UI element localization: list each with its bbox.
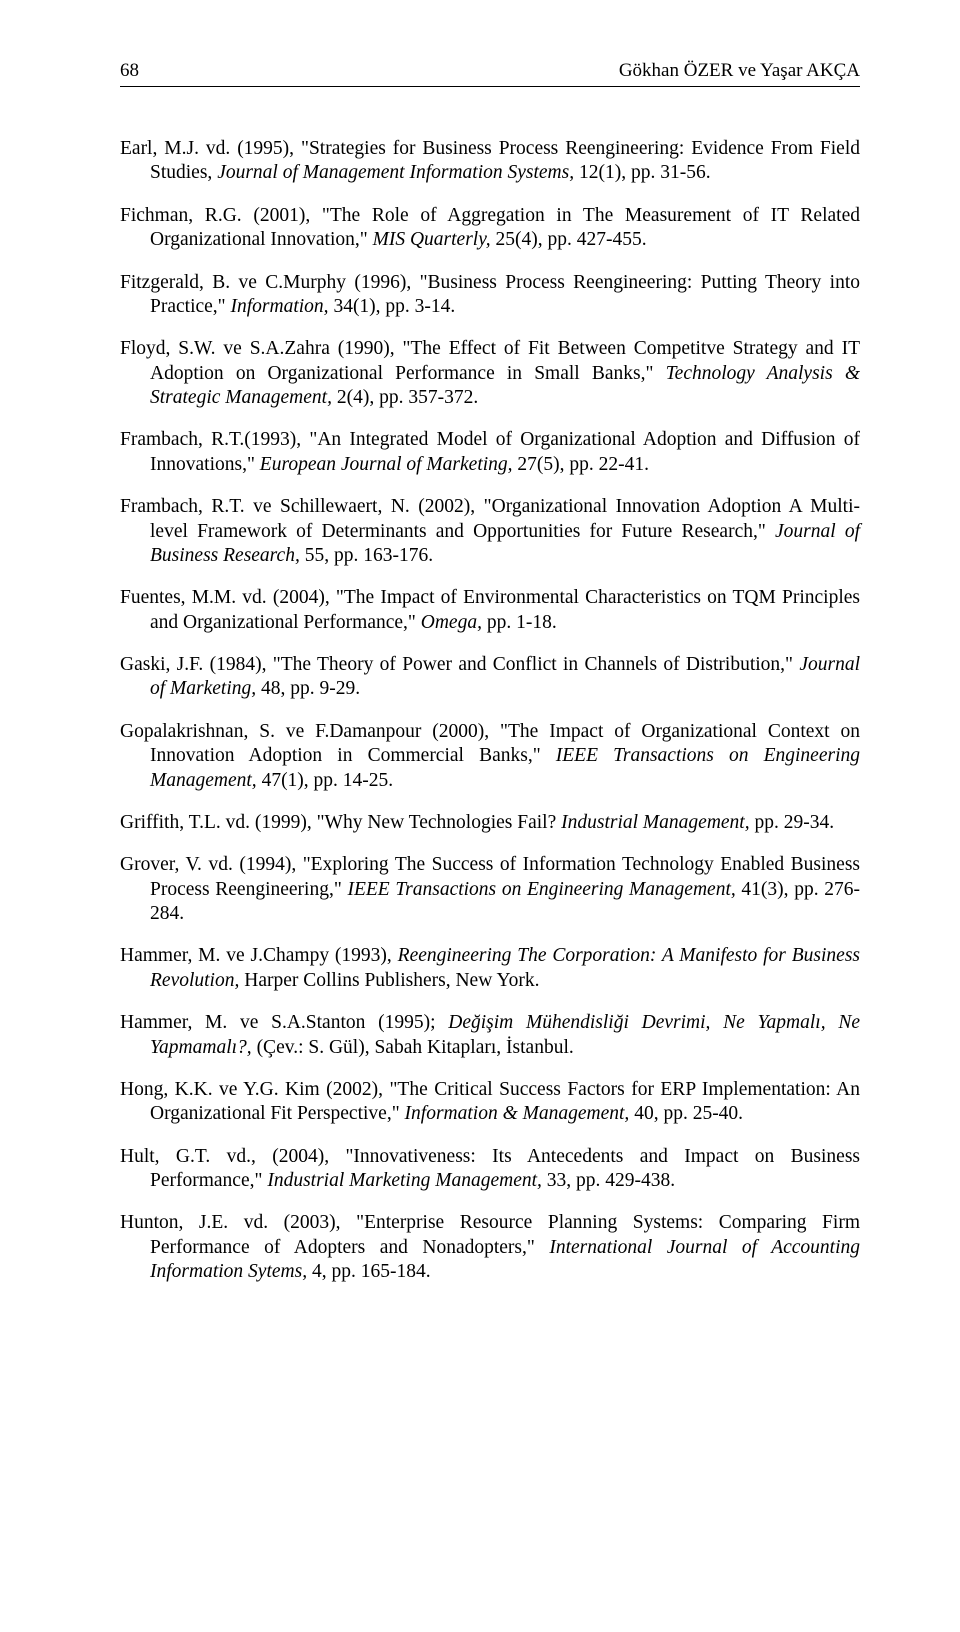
- reference-entry: Hammer, M. ve J.Champy (1993), Reenginee…: [120, 944, 860, 993]
- reference-italic: Journal of Management Information System…: [217, 162, 574, 183]
- reference-italic: Industrial Management,: [561, 812, 749, 833]
- reference-text: (Çev.: S. Gül), Sabah Kitapları, İstanbu…: [252, 1037, 574, 1058]
- reference-text: 27(5), pp. 22-41.: [513, 454, 649, 475]
- reference-entry: Fitzgerald, B. ve C.Murphy (1996), "Busi…: [120, 271, 860, 320]
- reference-italic: European Journal of Marketing,: [260, 454, 513, 475]
- reference-text: 34(1), pp. 3-14.: [329, 296, 456, 317]
- reference-text: 33, pp. 429-438.: [542, 1170, 675, 1191]
- page-number: 68: [120, 60, 139, 82]
- reference-italic: IEEE Transactions on Engineering Managem…: [347, 879, 735, 900]
- reference-entry: Frambach, R.T.(1993), "An Integrated Mod…: [120, 428, 860, 477]
- reference-text: 40, pp. 25-40.: [629, 1103, 743, 1124]
- reference-entry: Hunton, J.E. vd. (2003), "Enterprise Res…: [120, 1211, 860, 1284]
- reference-entry: Griffith, T.L. vd. (1999), "Why New Tech…: [120, 811, 860, 835]
- reference-italic: Omega,: [421, 612, 482, 633]
- header-authors: Gökhan ÖZER ve Yaşar AKÇA: [619, 60, 860, 82]
- reference-italic: Industrial Marketing Management,: [267, 1170, 542, 1191]
- reference-text: pp. 29-34.: [750, 812, 835, 833]
- reference-text: 4, pp. 165-184.: [307, 1261, 431, 1282]
- reference-entry: Hult, G.T. vd., (2004), "Innovativeness:…: [120, 1145, 860, 1194]
- reference-entry: Fuentes, M.M. vd. (2004), "The Impact of…: [120, 586, 860, 635]
- page: 68 Gökhan ÖZER ve Yaşar AKÇA Earl, M.J. …: [0, 0, 960, 1632]
- reference-text: 47(1), pp. 14-25.: [257, 770, 393, 791]
- reference-text: Gaski, J.F. (1984), "The Theory of Power…: [120, 654, 799, 675]
- page-header: 68 Gökhan ÖZER ve Yaşar AKÇA: [120, 60, 860, 87]
- reference-entry: Fichman, R.G. (2001), "The Role of Aggre…: [120, 204, 860, 253]
- reference-entry: Floyd, S.W. ve S.A.Zahra (1990), "The Ef…: [120, 337, 860, 410]
- reference-text: 2(4), pp. 357-372.: [332, 387, 478, 408]
- reference-italic: Information & Management,: [405, 1103, 630, 1124]
- reference-italic: MIS Quarterly,: [373, 229, 491, 250]
- reference-text: Harper Collins Publishers, New York.: [239, 970, 539, 991]
- reference-text: Griffith, T.L. vd. (1999), "Why New Tech…: [120, 812, 561, 833]
- reference-italic: Information,: [231, 296, 329, 317]
- reference-entry: Gaski, J.F. (1984), "The Theory of Power…: [120, 653, 860, 702]
- reference-text: Hammer, M. ve J.Champy (1993),: [120, 945, 398, 966]
- reference-entry: Grover, V. vd. (1994), "Exploring The Su…: [120, 853, 860, 926]
- reference-text: 55, pp. 163-176.: [300, 545, 433, 566]
- reference-entry: Frambach, R.T. ve Schillewaert, N. (2002…: [120, 495, 860, 568]
- reference-text: 12(1), pp. 31-56.: [574, 162, 710, 183]
- reference-entry: Gopalakrishnan, S. ve F.Damanpour (2000)…: [120, 720, 860, 793]
- reference-text: Frambach, R.T. ve Schillewaert, N. (2002…: [120, 496, 860, 541]
- reference-text: Hammer, M. ve S.A.Stanton (1995);: [120, 1012, 448, 1033]
- reference-entry: Hong, K.K. ve Y.G. Kim (2002), "The Crit…: [120, 1078, 860, 1127]
- reference-text: pp. 1-18.: [482, 612, 557, 633]
- references-list: Earl, M.J. vd. (1995), "Strategies for B…: [120, 137, 860, 1285]
- reference-text: 25(4), pp. 427-455.: [491, 229, 647, 250]
- reference-entry: Earl, M.J. vd. (1995), "Strategies for B…: [120, 137, 860, 186]
- reference-text: 48, pp. 9-29.: [256, 678, 360, 699]
- reference-entry: Hammer, M. ve S.A.Stanton (1995); Değişi…: [120, 1011, 860, 1060]
